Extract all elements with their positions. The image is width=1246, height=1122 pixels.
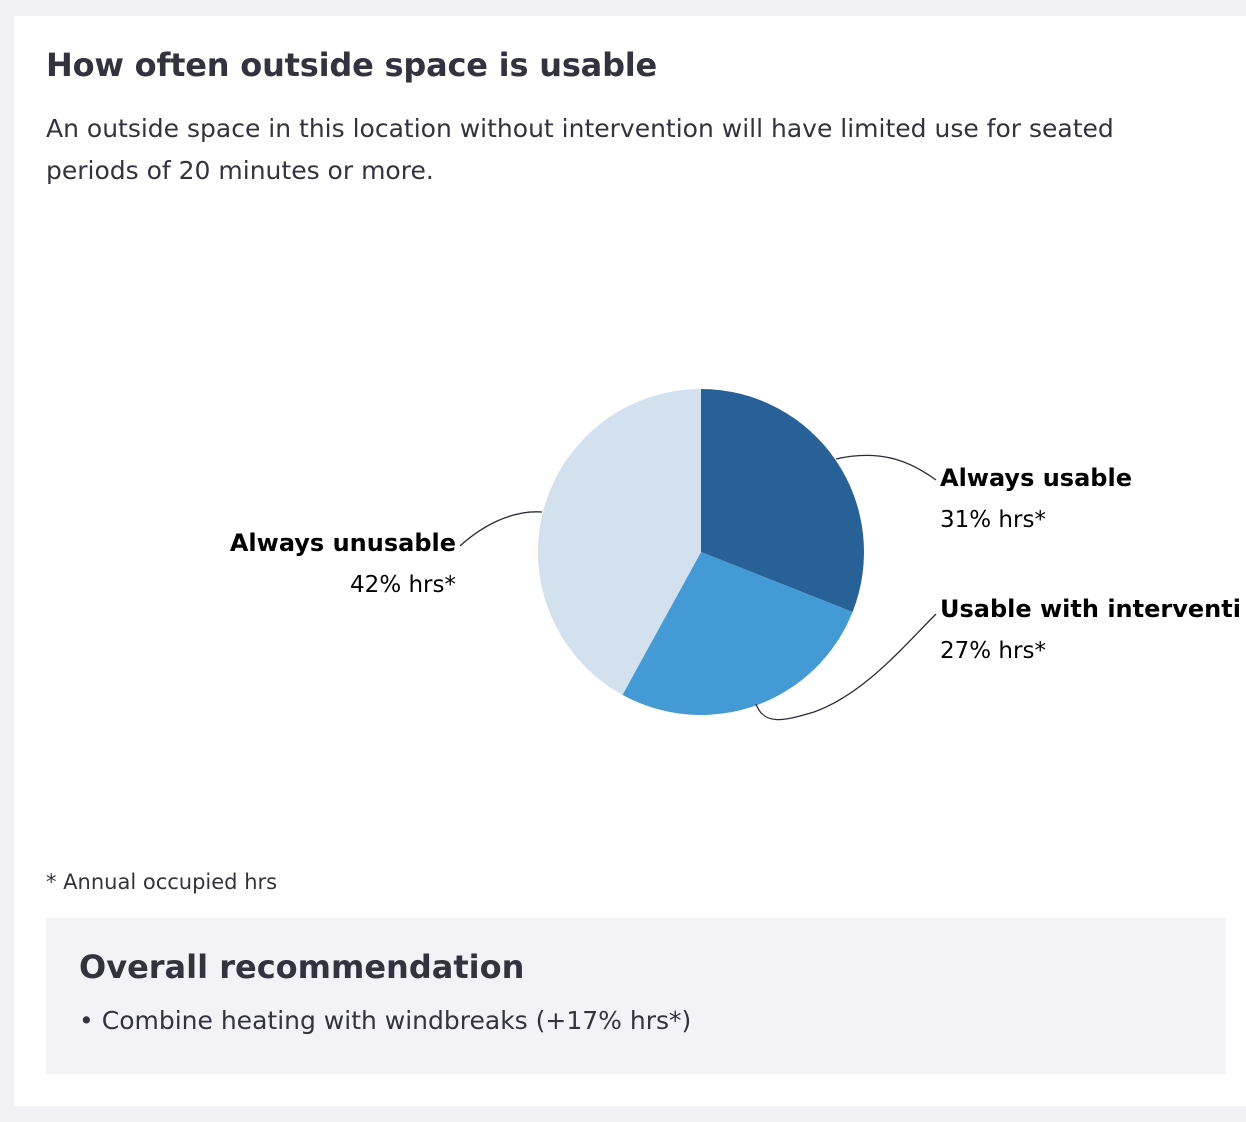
footnote: * Annual occupied hrs [46,870,278,894]
recommendation-item: Combine heating with windbreaks (+17% hr… [79,1006,692,1035]
leader-line-always-usable [835,454,937,481]
pie-slice-always-usable [701,389,864,613]
card-title: How often outside space is usable [46,46,658,84]
slice-value-always-unusable: 42% hrs* [350,572,456,598]
card-description: An outside space in this location withou… [46,114,1114,185]
pie-chart: Always usable 31% hrs* Usable with interve… [230,389,1241,721]
pie-slice-usable-with-interventi [622,552,853,716]
slice-label-always-unusable: Always unusable [230,529,456,557]
pie-slice-always-unusable [537,389,701,695]
slice-label-always-usable: Always usable [940,464,1132,492]
recommendation-panel: Overall recommendation Combine heating w… [46,918,1226,1074]
recommendation-list: Combine heating with windbreaks (+17% hr… [79,1006,692,1035]
slice-label-usable-with-interventi: Usable with interventi [940,595,1241,623]
recommendation-title: Overall recommendation [79,948,525,986]
leader-line-always-unusable [459,511,543,547]
usability-card: How often outside space is usable An out… [14,16,1246,1106]
leader-line-usable-with-interventi [755,613,937,721]
slice-value-usable-with-interventi: 27% hrs* [940,638,1046,664]
slice-value-always-usable: 31% hrs* [940,507,1046,533]
